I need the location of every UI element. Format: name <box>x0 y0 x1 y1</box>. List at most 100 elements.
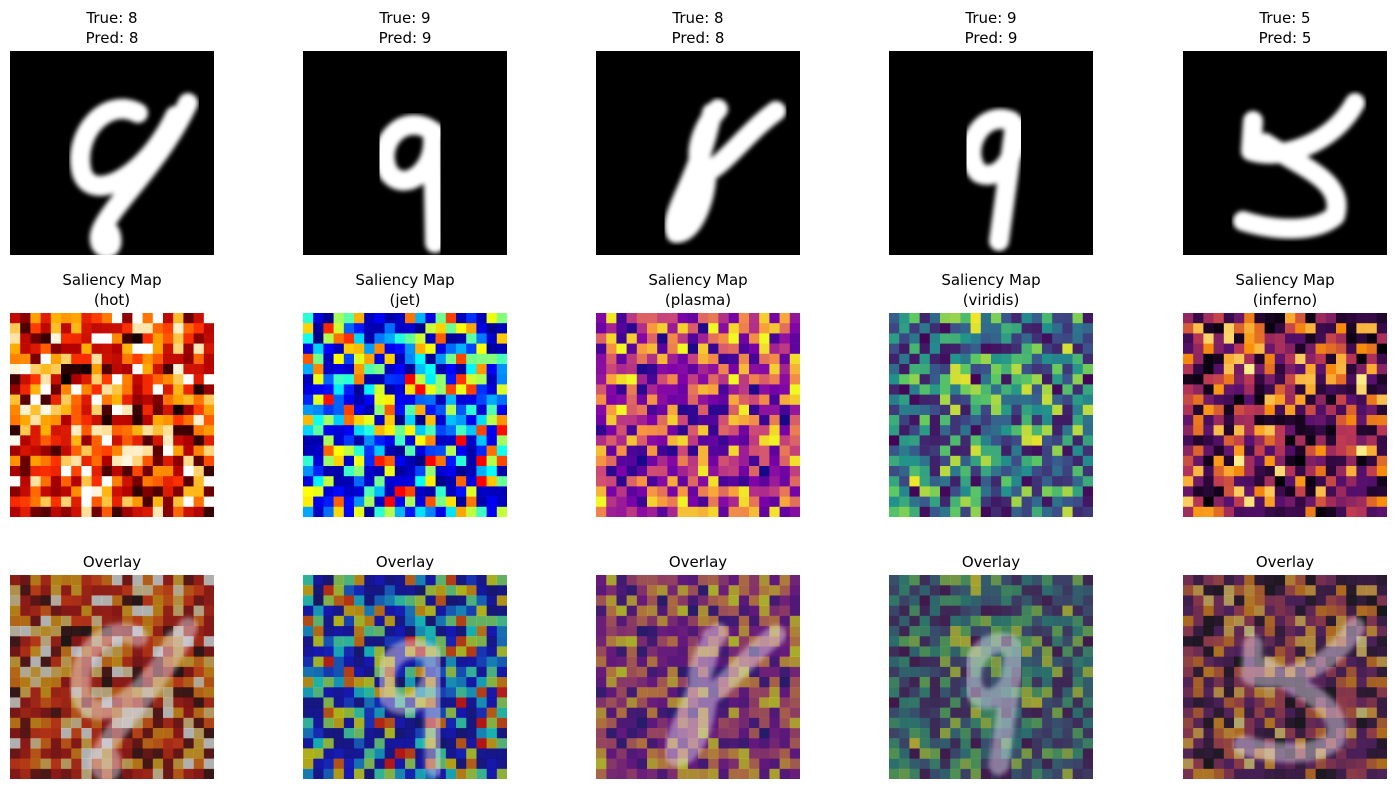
saliency-cell <box>1223 455 1235 467</box>
saliency-cell <box>596 404 607 416</box>
saliency-cell <box>81 455 92 467</box>
saliency-cell <box>698 466 709 477</box>
saliency-cell <box>364 415 375 426</box>
saliency-cell <box>1042 738 1053 749</box>
saliency-cell <box>980 384 992 395</box>
saliency-cell <box>950 486 961 497</box>
saliency-cell <box>384 364 396 375</box>
saliency-cell <box>323 748 334 759</box>
saliency-cell <box>1234 615 1245 627</box>
saliency-cell <box>313 748 324 759</box>
saliency-cell <box>1223 626 1235 637</box>
saliency-cell <box>1082 626 1093 637</box>
saliency-cell <box>425 364 436 375</box>
saliency-cell <box>1062 394 1073 406</box>
saliency-cell <box>343 364 355 375</box>
saliency-cell <box>61 374 72 385</box>
saliency-cell <box>960 476 971 487</box>
saliency-cell <box>1193 455 1204 467</box>
saliency-cell <box>899 575 910 586</box>
saliency-cell <box>1042 758 1053 770</box>
saliency-cell <box>183 404 194 416</box>
saliency-cell <box>476 758 487 770</box>
saliency-cell <box>1295 646 1306 657</box>
saliency-cell <box>950 615 961 627</box>
saliency-cell <box>303 748 314 759</box>
saliency-cell <box>1213 605 1225 617</box>
saliency-cell <box>466 605 477 617</box>
saliency-cell <box>333 656 345 668</box>
saliency-cell <box>606 728 617 739</box>
panel-title: Overlay <box>376 553 434 571</box>
saliency-cell <box>899 486 910 497</box>
saliency-cell <box>445 384 457 395</box>
saliency-cell <box>435 486 447 497</box>
saliency-cell <box>708 575 719 586</box>
saliency-cell <box>789 445 800 457</box>
saliency-cell <box>122 364 133 375</box>
saliency-cell <box>991 615 1002 627</box>
saliency-cell <box>496 404 507 416</box>
saliency-cell <box>456 353 467 365</box>
saliency-cell <box>1244 575 1255 586</box>
saliency-cell <box>313 707 324 719</box>
saliency-cell <box>364 343 375 355</box>
saliency-cell <box>738 595 750 606</box>
saliency-cell <box>40 768 52 779</box>
saliency-cell <box>626 748 638 759</box>
saliency-cell <box>333 384 345 395</box>
saliency-cell <box>476 415 487 426</box>
saliency-cell <box>677 415 689 426</box>
saliency-cell <box>919 758 931 770</box>
saliency-cell <box>1244 758 1255 770</box>
saliency-cell <box>1274 415 1286 426</box>
saliency-cell <box>415 425 426 436</box>
saliency-cell <box>1376 575 1387 586</box>
saliency-cell <box>1305 615 1316 627</box>
saliency-cell <box>1234 455 1245 467</box>
saliency-cell <box>50 313 62 324</box>
saliency-cell <box>50 748 62 759</box>
saliency-cell <box>456 476 467 487</box>
saliency-cell <box>1052 506 1063 517</box>
saliency-cell <box>728 364 740 375</box>
saliency-cell <box>1213 313 1225 324</box>
saliency-cell <box>415 415 426 426</box>
saliency-cell <box>1315 768 1327 779</box>
saliency-cell <box>1285 415 1296 426</box>
saliency-cell <box>122 466 133 477</box>
saliency-cell <box>1021 394 1033 406</box>
saliency-cell <box>759 445 770 457</box>
saliency-cell <box>364 615 375 627</box>
saliency-cell <box>789 707 800 719</box>
saliency-cell <box>636 486 648 497</box>
saliency-cell <box>203 415 214 426</box>
saliency-cell <box>1193 585 1204 596</box>
saliency-cell <box>364 646 375 657</box>
saliency-cell <box>950 687 961 698</box>
saliency-cell <box>1295 445 1306 457</box>
saliency-cell <box>1021 697 1033 708</box>
saliency-cell <box>163 435 174 446</box>
saliency-cell <box>1305 445 1316 457</box>
saliency-cell <box>738 768 750 779</box>
saliency-cell <box>466 636 477 647</box>
saliency-cell <box>728 758 740 770</box>
saliency-cell <box>738 697 750 708</box>
saliency-cell <box>1213 455 1225 467</box>
saliency-cell <box>759 425 770 436</box>
saliency-cell <box>476 717 487 729</box>
saliency-cell <box>1295 384 1306 395</box>
saliency-cell <box>303 384 314 395</box>
saliency-cell <box>163 605 174 617</box>
saliency-cell <box>1021 615 1033 627</box>
saliency-cell <box>81 738 92 749</box>
saliency-cell <box>1274 595 1286 606</box>
saliency-cell <box>203 697 214 708</box>
saliency-cell <box>1336 605 1347 617</box>
saliency-cell <box>909 323 920 334</box>
saliency-cell <box>698 445 709 457</box>
saliency-cell <box>779 404 791 416</box>
saliency-cell <box>173 313 184 324</box>
saliency-cell <box>30 333 41 344</box>
